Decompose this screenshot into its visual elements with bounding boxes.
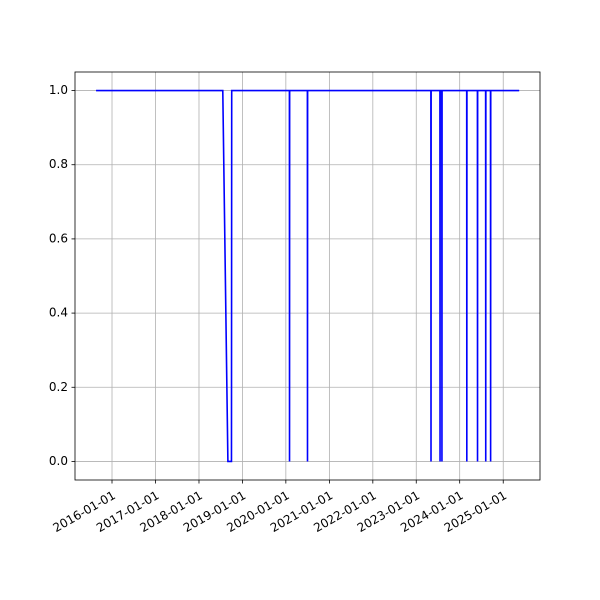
y-tick-label: 0.8 — [49, 157, 68, 171]
data-line — [96, 89, 520, 463]
y-tick-label: 1.0 — [49, 83, 68, 97]
plot-frame — [74, 71, 541, 481]
y-tick-label: 0.2 — [49, 380, 68, 394]
y-tick-label: 0.6 — [49, 231, 68, 245]
y-tick-label: 0.0 — [49, 454, 68, 468]
y-tick-label: 0.4 — [49, 306, 68, 320]
